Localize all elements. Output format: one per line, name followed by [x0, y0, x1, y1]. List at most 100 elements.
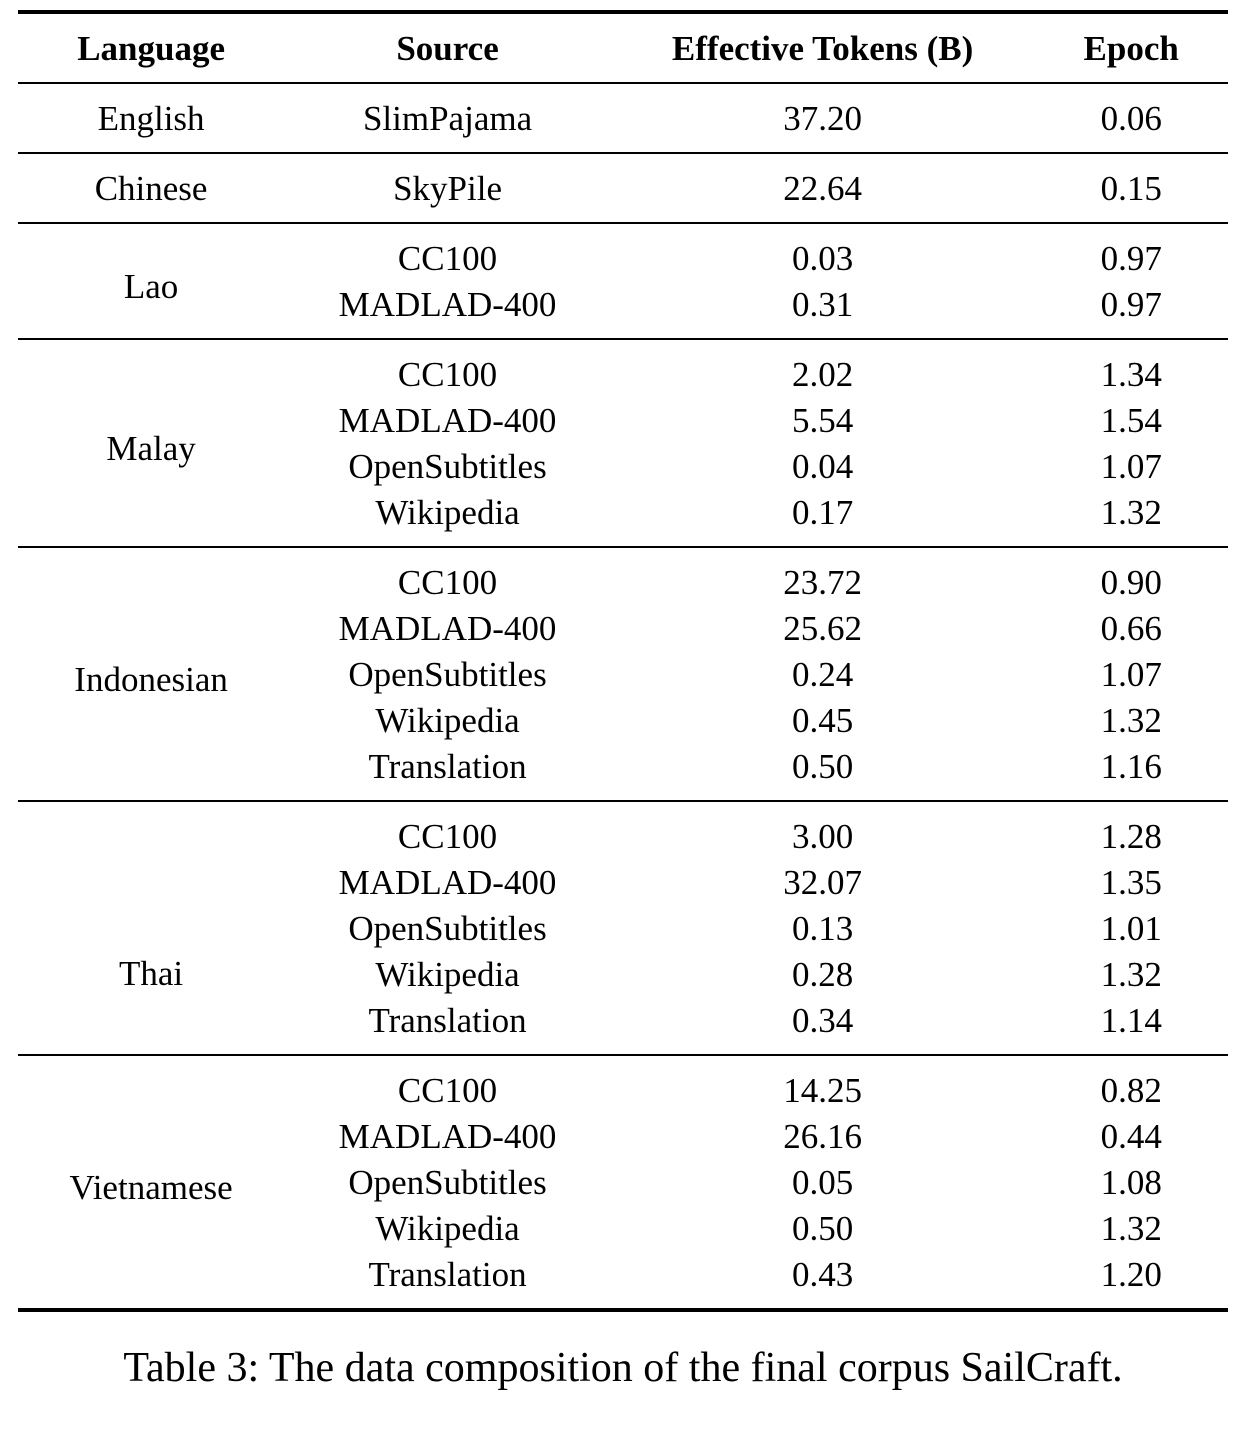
source-cell: Wikipedia — [375, 492, 520, 532]
epoch-cell: 0.82 — [1100, 1070, 1162, 1110]
tokens-cell: 0.13 — [792, 908, 854, 948]
language-group-vietnamese: Vietnamese CC100 14.25 0.82 MADLAD-400 2… — [18, 1055, 1228, 1310]
language-cell: Chinese — [18, 153, 284, 223]
tokens-cell: 0.45 — [792, 700, 854, 740]
header-cell-epoch: Epoch — [1083, 28, 1179, 68]
language-label: Malay — [106, 429, 196, 468]
source-cell: Translation — [368, 1000, 527, 1040]
header-row: Language Source Effective Tokens (B) Epo… — [18, 12, 1228, 83]
language-cell: Lao — [18, 223, 284, 339]
language-label: Lao — [123, 267, 179, 306]
language-cell: Vietnamese — [18, 1055, 284, 1310]
language-cell: Malay — [18, 339, 284, 547]
tokens-cell: 0.50 — [792, 1208, 854, 1248]
tokens-cell: 0.43 — [792, 1254, 854, 1294]
tokens-cell: 0.31 — [792, 284, 854, 324]
source-cell: Translation — [368, 746, 527, 786]
tokens-cell: 0.03 — [792, 238, 854, 278]
epoch-cell: 1.28 — [1100, 816, 1162, 856]
epoch-cell: 1.35 — [1100, 862, 1162, 902]
epoch-cell: 1.20 — [1100, 1254, 1162, 1294]
table-header: Language Source Effective Tokens (B) Epo… — [18, 12, 1228, 83]
source-cell: CC100 — [397, 562, 498, 602]
language-label: English — [97, 98, 205, 138]
source-cell: OpenSubtitles — [348, 908, 547, 948]
table-row: MADLAD-400 0.31 0.97 — [18, 281, 1228, 339]
epoch-cell: 0.97 — [1100, 284, 1162, 324]
tokens-cell: 2.02 — [792, 354, 854, 394]
source-cell: MADLAD-400 — [338, 862, 557, 902]
table-row: OpenSubtitles 0.13 1.01 — [18, 905, 1228, 951]
source-cell: MADLAD-400 — [338, 400, 557, 440]
language-label: Indonesian — [74, 660, 228, 699]
table-row: Thai CC100 3.00 1.28 — [18, 801, 1228, 992]
language-label: Thai — [119, 954, 184, 993]
tokens-cell: 23.72 — [783, 562, 862, 602]
source-cell: CC100 — [397, 1070, 498, 1110]
source-cell: OpenSubtitles — [348, 446, 547, 486]
language-group-malay: Malay CC100 2.02 1.34 MADLAD-400 5.54 1.… — [18, 339, 1228, 547]
header-cell-language: Language — [77, 28, 225, 68]
epoch-cell: 0.66 — [1100, 608, 1162, 648]
table-row: Indonesian CC100 23.72 0.90 — [18, 547, 1228, 698]
epoch-cell: 1.07 — [1100, 446, 1162, 486]
tokens-cell: 0.24 — [792, 654, 854, 694]
epoch-cell: 1.14 — [1100, 1000, 1162, 1040]
table-row: OpenSubtitles 0.24 1.07 — [18, 651, 1228, 697]
table-row: MADLAD-400 25.62 0.66 — [18, 605, 1228, 651]
table-row: OpenSubtitles 0.05 1.08 — [18, 1159, 1228, 1205]
tokens-cell: 3.00 — [792, 816, 854, 856]
source-cell: OpenSubtitles — [348, 1162, 547, 1202]
table-row: Wikipedia 0.28 1.32 — [18, 951, 1228, 997]
language-cell: Indonesian — [18, 547, 284, 801]
epoch-cell: 0.97 — [1100, 238, 1162, 278]
epoch-cell: 0.15 — [1100, 168, 1162, 208]
tokens-cell: 22.64 — [783, 168, 862, 208]
source-cell: Wikipedia — [375, 700, 520, 740]
table-row: Translation 0.43 1.20 — [18, 1251, 1228, 1310]
epoch-cell: 1.08 — [1100, 1162, 1162, 1202]
tokens-cell: 32.07 — [783, 862, 862, 902]
epoch-cell: 0.90 — [1100, 562, 1162, 602]
source-cell: Wikipedia — [375, 954, 520, 994]
language-cell: Thai — [18, 801, 284, 1055]
table-row: Wikipedia 0.45 1.32 — [18, 697, 1228, 743]
source-cell: MADLAD-400 — [338, 608, 557, 648]
table-row: Chinese SkyPile 22.64 0.15 — [18, 153, 1228, 223]
epoch-cell: 1.16 — [1100, 746, 1162, 786]
tokens-cell: 0.28 — [792, 954, 854, 994]
source-cell: CC100 — [397, 816, 498, 856]
tokens-cell: 25.62 — [783, 608, 862, 648]
source-cell: CC100 — [397, 238, 498, 278]
table-row: Malay CC100 2.02 1.34 — [18, 339, 1228, 467]
language-group-thai: Thai CC100 3.00 1.28 MADLAD-400 32.07 1.… — [18, 801, 1228, 1055]
epoch-cell: 1.32 — [1100, 700, 1162, 740]
table-row: MADLAD-400 32.07 1.35 — [18, 859, 1228, 905]
tokens-cell: 0.34 — [792, 1000, 854, 1040]
source-cell: SlimPajama — [362, 98, 533, 138]
source-cell: Wikipedia — [375, 1208, 520, 1248]
epoch-cell: 1.01 — [1100, 908, 1162, 948]
tokens-cell: 0.05 — [792, 1162, 854, 1202]
table-row: MADLAD-400 5.54 1.54 — [18, 397, 1228, 443]
source-cell: Translation — [368, 1254, 527, 1294]
tokens-cell: 0.50 — [792, 746, 854, 786]
epoch-cell: 0.44 — [1100, 1116, 1162, 1156]
tokens-cell: 5.54 — [792, 400, 854, 440]
tokens-cell: 0.17 — [792, 492, 854, 532]
language-group-chinese: Chinese SkyPile 22.64 0.15 — [18, 153, 1228, 223]
language-label: Vietnamese — [69, 1168, 233, 1207]
language-cell: English — [18, 83, 284, 153]
header-cell-effective-tokens: Effective Tokens (B) — [671, 28, 974, 68]
source-cell: CC100 — [397, 354, 498, 394]
epoch-cell: 1.32 — [1100, 954, 1162, 994]
tokens-cell: 26.16 — [783, 1116, 862, 1156]
epoch-cell: 0.06 — [1100, 98, 1162, 138]
table-row: Translation 0.50 1.16 — [18, 743, 1228, 801]
table-row: Wikipedia 0.17 1.32 — [18, 489, 1228, 547]
table-row: Lao CC100 0.03 0.97 — [18, 223, 1228, 305]
table-row: MADLAD-400 26.16 0.44 — [18, 1113, 1228, 1159]
data-composition-table: Language Source Effective Tokens (B) Epo… — [18, 10, 1228, 1312]
language-group-english: English SlimPajama 37.20 0.06 — [18, 83, 1228, 153]
